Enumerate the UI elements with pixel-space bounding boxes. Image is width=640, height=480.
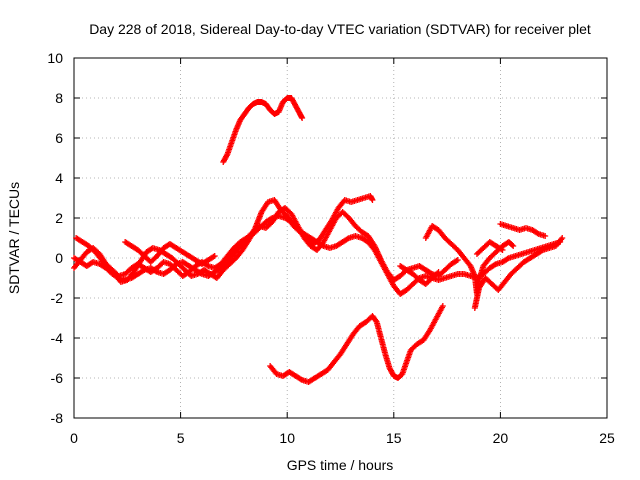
- y-axis-ticks: -8 -6 -4 -2 0 2 4 6 8 10: [47, 50, 607, 426]
- chart-title: Day 228 of 2018, Sidereal Day-to-day VTE…: [89, 21, 591, 37]
- data-point: [369, 197, 376, 203]
- data-point: [299, 115, 306, 121]
- data-series: [471, 235, 566, 311]
- x-axis-ticks: 0 5 10 15 20 25: [70, 58, 615, 446]
- data-point: [297, 376, 304, 383]
- x-tick-label: 5: [177, 430, 185, 446]
- grid-lines: [74, 58, 607, 418]
- data-point: [211, 253, 218, 259]
- data-point: [538, 247, 545, 254]
- x-tick-label: 0: [70, 430, 78, 446]
- y-axis-label: SDTVAR / TECUs: [6, 182, 22, 294]
- data-series: [220, 95, 306, 165]
- data-series: [267, 303, 446, 385]
- data-point: [344, 235, 351, 242]
- data-point: [453, 257, 460, 264]
- data-point: [427, 270, 434, 277]
- y-tick-label: 6: [55, 130, 63, 146]
- x-axis-label: GPS time / hours: [287, 457, 394, 473]
- y-tick-label: 0: [55, 250, 63, 266]
- data-point: [504, 255, 511, 262]
- x-tick-label: 15: [386, 430, 402, 446]
- y-tick-label: 2: [55, 210, 63, 226]
- x-tick-label: 10: [279, 430, 295, 446]
- data-point: [454, 257, 461, 263]
- data-point: [542, 233, 549, 239]
- y-tick-label: 8: [55, 90, 63, 106]
- data-point: [510, 243, 517, 249]
- data-series: [122, 239, 218, 267]
- data-point: [509, 242, 516, 248]
- data-point: [223, 152, 230, 159]
- data-series: [473, 239, 506, 257]
- data-marks: [71, 95, 566, 385]
- data-point: [491, 261, 498, 268]
- y-tick-label: 10: [47, 50, 63, 66]
- y-tick-label: -8: [51, 410, 64, 426]
- data-point: [534, 230, 541, 237]
- data-point: [559, 235, 566, 241]
- data-point: [498, 246, 505, 253]
- data-point: [558, 236, 565, 243]
- data-point: [210, 253, 217, 260]
- y-tick-label: 4: [55, 170, 63, 186]
- data-point: [499, 247, 506, 253]
- data-point: [372, 317, 379, 324]
- y-tick-label: -2: [51, 290, 64, 306]
- y-tick-label: -6: [51, 370, 64, 386]
- data-series: [497, 221, 549, 239]
- data-point: [439, 303, 446, 309]
- x-tick-label: 25: [599, 430, 615, 446]
- x-tick-label: 20: [493, 430, 509, 446]
- plot-frame: [73, 57, 608, 419]
- y-tick-label: -4: [51, 330, 64, 346]
- data-series: [397, 257, 461, 279]
- data-series: [73, 193, 376, 285]
